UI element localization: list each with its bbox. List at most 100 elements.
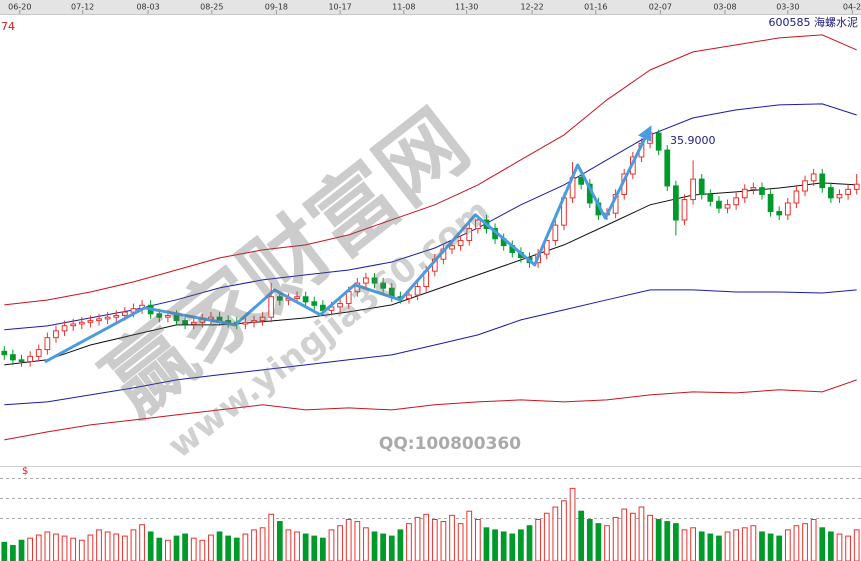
volume-dash-lines: [0, 478, 861, 519]
candle-body: [474, 219, 481, 230]
volume-bar: [44, 531, 51, 561]
x-tick-label: 03-30: [776, 3, 799, 12]
volume-bar: [70, 537, 77, 561]
candle-body: [96, 318, 102, 322]
volume-bar: [440, 521, 447, 561]
x-tick-label: 07-12: [71, 3, 94, 12]
volume-bar: [96, 529, 102, 561]
candle-body: [276, 296, 283, 301]
volume-bar: [784, 529, 791, 561]
candle-body: [113, 314, 120, 318]
volume-bar: [268, 513, 275, 561]
candle-body: [655, 132, 662, 151]
band-line: [4, 34, 857, 306]
volume-bar: [147, 531, 154, 561]
volume-bar: [586, 519, 593, 561]
candle-body: [294, 296, 300, 299]
corner-label: 74: [1, 20, 15, 33]
candle-body: [311, 301, 318, 306]
volume-bar: [673, 523, 679, 561]
candle-body: [784, 202, 791, 216]
volume-bar: [311, 535, 318, 561]
volume-bar: [612, 516, 619, 561]
x-tick-label: 02-07: [649, 3, 672, 12]
volume-bar: [466, 510, 473, 561]
volume-bar: [543, 512, 550, 561]
candle-body: [698, 178, 705, 195]
volume-bar: [724, 531, 731, 561]
volume-bar: [173, 535, 180, 561]
candle-body: [750, 187, 757, 190]
volume-bar: [629, 512, 636, 561]
volume-bar: [371, 531, 378, 561]
volume-bar: [836, 533, 843, 561]
volume-bar: [707, 533, 714, 561]
volume-bar: [337, 525, 343, 561]
candle-body: [87, 320, 94, 323]
volume-bar: [216, 531, 223, 561]
volume-bar: [569, 487, 576, 561]
volume-bar: [431, 519, 438, 561]
volume-bar: [406, 523, 412, 561]
volume-bar: [716, 535, 722, 561]
candle-body: [827, 187, 834, 199]
candle-body: [10, 354, 16, 361]
band-line: [4, 289, 857, 406]
x-tick-label: 12-22: [520, 3, 543, 12]
candle-body: [380, 282, 387, 289]
candle-body: [35, 349, 42, 357]
candle-body: [27, 355, 34, 363]
volume-bar: [414, 516, 421, 561]
volume-bar: [294, 531, 300, 561]
volume-bar: [741, 527, 748, 561]
candle-body: [767, 193, 774, 212]
volume-bar: [767, 533, 774, 561]
candle-body: [681, 199, 688, 221]
candle-body: [104, 316, 111, 320]
volume-bar: [251, 529, 257, 561]
trend-line: [44, 125, 652, 364]
candle-body: [724, 204, 731, 209]
candle-body: [259, 316, 266, 322]
volume-bar: [242, 533, 249, 561]
volume-bar: [208, 534, 214, 561]
volume-bar: [182, 533, 188, 561]
candle-body: [664, 149, 671, 187]
volume-bar: [104, 531, 111, 561]
volume-bar: [483, 527, 490, 561]
candle-body: [776, 210, 783, 216]
x-tick-label: 08-03: [136, 3, 159, 12]
candle-body: [733, 197, 740, 206]
candle-body: [156, 313, 163, 318]
candle-body: [61, 325, 68, 332]
volume-bar: [276, 521, 283, 561]
volume-bar: [61, 535, 68, 561]
x-tick-label: 08-25: [200, 3, 223, 12]
volume-bar: [35, 534, 42, 561]
candle-body: [173, 314, 180, 322]
stock-name: 600585 海螺水泥: [769, 15, 859, 29]
x-tick-label: 01-16: [584, 3, 607, 12]
volume-bar: [156, 537, 163, 561]
volume-bar: [690, 527, 696, 561]
contact: QQ:100800360: [379, 434, 521, 454]
volume-bar: [578, 510, 585, 561]
candle-body: [845, 188, 851, 195]
candle-body: [690, 178, 696, 201]
candle-body: [70, 323, 77, 327]
band-line: [4, 379, 857, 441]
candle-body: [242, 321, 249, 325]
volume-bar: [363, 527, 369, 561]
candle-body: [182, 320, 188, 325]
date-bar: [0, 0, 861, 14]
candle-body: [78, 321, 85, 325]
volume-bar: [733, 529, 740, 561]
candle-body: [268, 296, 275, 318]
volume-bar: [647, 514, 653, 561]
volume-bar: [388, 535, 395, 561]
candle-body: [707, 193, 714, 202]
volume-bar: [638, 506, 645, 561]
volume-bar: [259, 527, 266, 561]
x-tick-label: 03-08: [713, 3, 736, 12]
